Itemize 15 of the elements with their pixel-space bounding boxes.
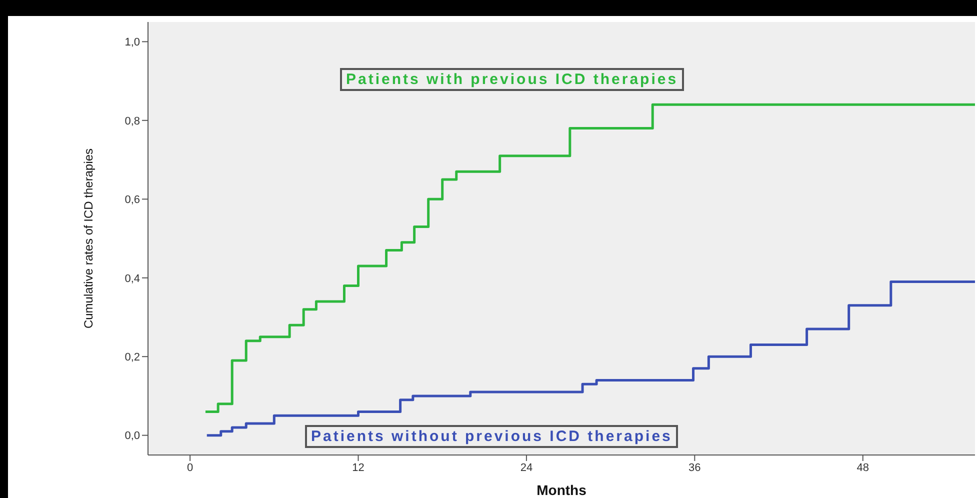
y-tick-label: 1,0 <box>124 36 140 49</box>
x-tick-label: 12 <box>352 462 364 474</box>
y-tick-label: 0,8 <box>124 115 140 128</box>
x-tick-label: 0 <box>186 462 194 474</box>
x-tick-label: 48 <box>856 462 869 474</box>
series-label: Patients without previous ICD therapies <box>305 425 678 448</box>
x-tick-label: 24 <box>520 462 533 474</box>
y-axis-title: Cumulative rates of ICD therapies <box>81 148 96 329</box>
y-tick-label: 0,6 <box>124 194 140 206</box>
y-tick-label: 0,2 <box>124 351 140 364</box>
x-axis-title: Months <box>536 482 587 498</box>
y-tick-label: 0,4 <box>124 272 140 285</box>
series-label: Patients with previous ICD therapies <box>340 68 684 91</box>
y-tick-label: 0,0 <box>124 430 140 442</box>
x-tick-label: 36 <box>688 462 701 474</box>
